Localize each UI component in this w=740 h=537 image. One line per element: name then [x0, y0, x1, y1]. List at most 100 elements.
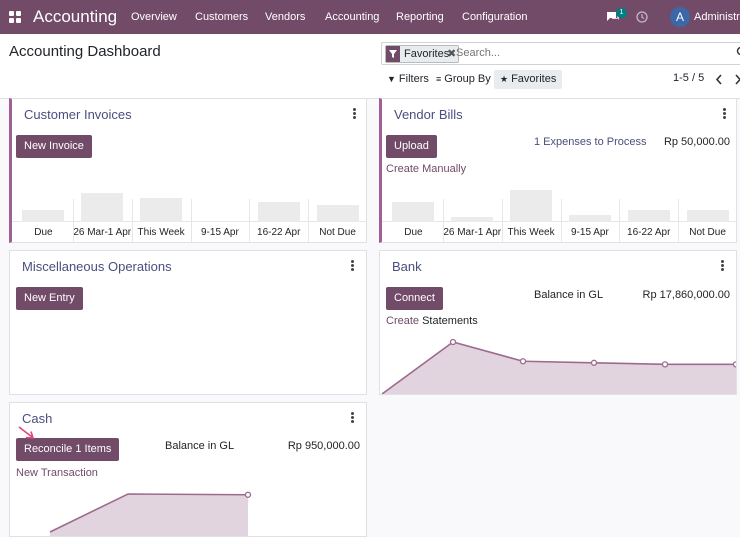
filter-icon [386, 46, 400, 62]
user-name[interactable]: Administrator [694, 11, 740, 23]
reconcile-items-button[interactable]: Reconcile 1 Items [16, 438, 119, 461]
new-entry-button[interactable]: New Entry [16, 287, 83, 310]
bar-label: 9-15 Apr [561, 227, 620, 238]
bar-column[interactable]: 16-22 Apr [249, 142, 308, 222]
column-separator [502, 199, 503, 243]
bar[interactable] [628, 210, 670, 222]
filters-button[interactable]: ▼Filters [387, 70, 429, 89]
create-statements-link[interactable]: Create Statements [386, 315, 478, 327]
bar-column[interactable]: 9-15 Apr [191, 142, 250, 222]
menu-vendors[interactable]: Vendors [265, 11, 305, 23]
pager-previous-button[interactable] [715, 70, 723, 92]
bar[interactable] [687, 210, 729, 222]
bar-column[interactable]: 26 Mar-1 Apr [443, 142, 502, 222]
card-title[interactable]: Bank [392, 259, 422, 274]
bar-column[interactable]: 26 Mar-1 Apr [73, 142, 132, 222]
bar[interactable] [140, 198, 182, 222]
bar-column[interactable]: This Week [132, 142, 191, 222]
card-title[interactable]: Cash [22, 411, 52, 426]
bar[interactable] [392, 202, 434, 222]
chat-count-badge: 1 [616, 8, 627, 18]
bar[interactable] [451, 217, 493, 222]
cash-balance-amount[interactable]: Rp 950,000.00 [288, 440, 360, 452]
statements-link[interactable]: Statements [422, 315, 478, 327]
bar-column[interactable]: Due [384, 142, 443, 222]
menu-customers[interactable]: Customers [195, 11, 248, 23]
new-transaction-link[interactable]: New Transaction [16, 467, 98, 479]
pager-next-button[interactable] [734, 70, 740, 92]
kebab-menu-icon[interactable] [351, 260, 354, 271]
bar-column[interactable]: 16-22 Apr [619, 142, 678, 222]
column-separator [191, 199, 192, 243]
bar[interactable] [510, 190, 552, 222]
pointer-arrow-icon [18, 426, 36, 440]
apps-grid-icon[interactable] [9, 11, 21, 23]
bar-label: Due [384, 227, 443, 238]
page-title: Accounting Dashboard [9, 43, 161, 60]
bar-label: Not Due [678, 227, 737, 238]
filter-icon: ▼ [387, 70, 396, 89]
group-by-button[interactable]: ≡Group By [436, 70, 491, 89]
misc-operations-card: Miscellaneous Operations New Entry [9, 250, 367, 395]
bar-column[interactable]: This Week [502, 142, 561, 222]
bar-column[interactable]: Not Due [678, 142, 737, 222]
data-point[interactable] [663, 362, 668, 367]
bar[interactable] [258, 202, 300, 222]
cash-balance-graph [10, 488, 367, 537]
favorites-button[interactable]: ★Favorites [494, 70, 562, 89]
bar-column[interactable]: 9-15 Apr [561, 142, 620, 222]
menu-reporting[interactable]: Reporting [396, 11, 444, 23]
control-panel: Accounting Dashboard Favorites ✖ ▼Filter… [0, 34, 740, 99]
data-point[interactable] [246, 492, 251, 497]
bar-label: This Week [502, 227, 561, 238]
column-separator [619, 199, 620, 243]
vendor-bills-card: Vendor Bills Upload Create Manually 1 Ex… [379, 98, 737, 243]
kebab-menu-icon[interactable] [351, 412, 354, 423]
bar-column[interactable]: Not Due [308, 142, 367, 222]
group-by-label: Group By [444, 73, 490, 85]
create-link[interactable]: Create [386, 315, 419, 327]
balance-area [50, 494, 248, 537]
favorites-facet: Favorites ✖ [385, 45, 459, 63]
column-separator [561, 199, 562, 243]
top-navbar: Accounting Overview Customers Vendors Ac… [0, 0, 740, 34]
bar-column[interactable]: Due [14, 142, 73, 222]
bar[interactable] [317, 205, 359, 222]
bar[interactable] [81, 193, 123, 222]
search-box[interactable]: Favorites ✖ [381, 42, 740, 65]
search-icon[interactable] [736, 46, 740, 58]
kebab-menu-icon[interactable] [721, 260, 724, 271]
layers-icon: ≡ [436, 70, 441, 89]
chevron-left-icon [715, 70, 723, 89]
data-point[interactable] [592, 360, 597, 365]
filters-label: Filters [399, 73, 429, 85]
data-point[interactable] [451, 340, 456, 345]
menu-configuration[interactable]: Configuration [462, 11, 527, 23]
bar-label: Due [14, 227, 73, 238]
menu-accounting[interactable]: Accounting [325, 11, 379, 23]
menu-overview[interactable]: Overview [131, 11, 177, 23]
facet-remove-icon[interactable]: ✖ [447, 47, 456, 60]
data-point[interactable] [521, 359, 526, 364]
bar-label: This Week [132, 227, 191, 238]
connect-button[interactable]: Connect [386, 287, 443, 310]
search-input[interactable] [456, 45, 726, 61]
column-separator [443, 199, 444, 243]
user-avatar[interactable]: A [670, 7, 690, 27]
bar[interactable] [569, 215, 611, 222]
bar[interactable] [22, 210, 64, 222]
clock-icon[interactable] [636, 11, 648, 23]
app-brand[interactable]: Accounting [33, 7, 117, 27]
pager-value[interactable]: 1-5 / 5 [673, 72, 704, 84]
bank-balance-graph [380, 336, 737, 395]
column-separator [249, 199, 250, 243]
card-title[interactable]: Miscellaneous Operations [22, 259, 172, 274]
balance-area [382, 342, 736, 395]
bank-balance-amount[interactable]: Rp 17,860,000.00 [643, 289, 730, 301]
bar-label: 26 Mar-1 Apr [443, 227, 502, 238]
data-point[interactable] [734, 362, 738, 367]
column-separator [678, 199, 679, 243]
